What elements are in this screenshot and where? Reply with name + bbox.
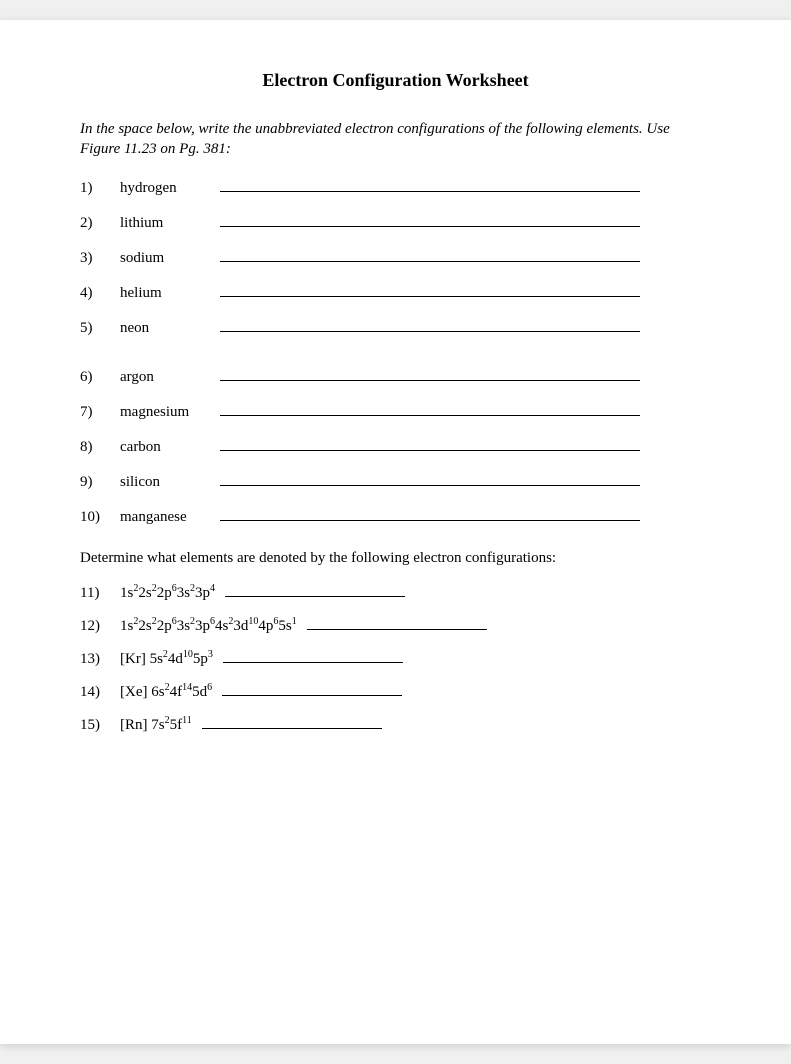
electron-configuration: [Kr] 5s24d105p3 — [120, 651, 213, 668]
electron-configuration: 1s22s22p63s23p64s23d104p65s1 — [120, 618, 297, 635]
element-name-label: lithium — [120, 215, 220, 232]
element-name-label: manganese — [120, 509, 220, 526]
question-number: 8) — [80, 439, 120, 456]
question-number: 3) — [80, 250, 120, 267]
question-row: 10)manganese — [80, 507, 711, 526]
question-number: 10) — [80, 509, 120, 526]
question-number: 4) — [80, 285, 120, 302]
question-number: 9) — [80, 474, 120, 491]
question-row: 9)silicon — [80, 472, 711, 491]
question-number: 1) — [80, 180, 120, 197]
question-row: 5)neon — [80, 318, 711, 337]
answer-blank[interactable] — [220, 178, 640, 192]
question-number: 6) — [80, 369, 120, 386]
question-number: 14) — [80, 684, 120, 701]
question-number: 12) — [80, 618, 120, 635]
question-row: 3)sodium — [80, 248, 711, 267]
question-row: 6)argon — [80, 367, 711, 386]
question-row: 7)magnesium — [80, 402, 711, 421]
question-row: 14)[Xe] 6s24f145d6 — [80, 684, 711, 701]
answer-blank[interactable] — [307, 618, 487, 630]
element-name-label: sodium — [120, 250, 220, 267]
element-name-label: hydrogen — [120, 180, 220, 197]
answer-blank[interactable] — [220, 437, 640, 451]
question-number: 7) — [80, 404, 120, 421]
answer-blank[interactable] — [222, 684, 402, 696]
question-number: 15) — [80, 717, 120, 734]
answer-blank[interactable] — [225, 585, 405, 597]
instructions-section2: Determine what elements are denoted by t… — [80, 550, 711, 567]
question-row: 11)1s22s22p63s23p4 — [80, 585, 711, 602]
element-name-label: helium — [120, 285, 220, 302]
question-row: 4)helium — [80, 283, 711, 302]
answer-blank[interactable] — [220, 472, 640, 486]
answer-blank[interactable] — [220, 507, 640, 521]
question-row: 2)lithium — [80, 213, 711, 232]
question-row: 1)hydrogen — [80, 178, 711, 197]
question-row: 15)[Rn] 7s25f11 — [80, 717, 711, 734]
element-name-label: neon — [120, 320, 220, 337]
worksheet-page: Electron Configuration Worksheet In the … — [0, 20, 791, 1044]
electron-configuration: [Rn] 7s25f11 — [120, 717, 192, 734]
element-name-label: carbon — [120, 439, 220, 456]
section1-list: 1)hydrogen 2)lithium 3)sodium 4)helium 5)neo… — [80, 178, 711, 526]
question-row: 12)1s22s22p63s23p64s23d104p65s1 — [80, 618, 711, 635]
answer-blank[interactable] — [220, 213, 640, 227]
question-number: 11) — [80, 585, 120, 602]
answer-blank[interactable] — [220, 402, 640, 416]
page-title: Electron Configuration Worksheet — [80, 70, 711, 91]
section2-list: 11)1s22s22p63s23p412)1s22s22p63s23p64s23… — [80, 585, 711, 734]
element-name-label: silicon — [120, 474, 220, 491]
answer-blank[interactable] — [220, 318, 640, 332]
instructions-section1: In the space below, write the unabbrevia… — [80, 119, 711, 160]
element-name-label: magnesium — [120, 404, 220, 421]
answer-blank[interactable] — [223, 651, 403, 663]
question-row: 13)[Kr] 5s24d105p3 — [80, 651, 711, 668]
question-number: 2) — [80, 215, 120, 232]
electron-configuration: [Xe] 6s24f145d6 — [120, 684, 212, 701]
question-number: 13) — [80, 651, 120, 668]
answer-blank[interactable] — [202, 717, 382, 729]
answer-blank[interactable] — [220, 248, 640, 262]
answer-blank[interactable] — [220, 283, 640, 297]
question-row: 8)carbon — [80, 437, 711, 456]
element-name-label: argon — [120, 369, 220, 386]
answer-blank[interactable] — [220, 367, 640, 381]
electron-configuration: 1s22s22p63s23p4 — [120, 585, 215, 602]
question-number: 5) — [80, 320, 120, 337]
